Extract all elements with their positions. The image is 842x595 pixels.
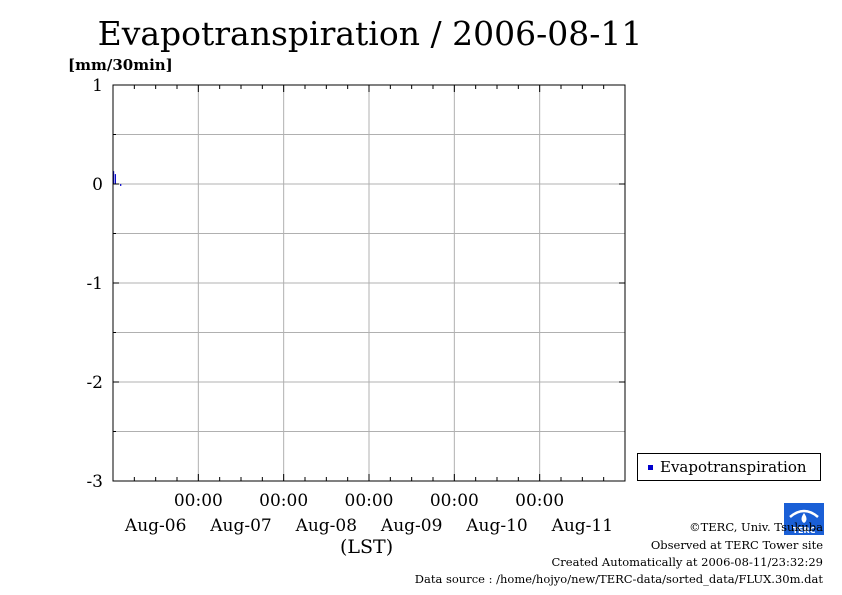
credit-observed: Observed at TERC Tower site (650, 538, 823, 552)
credit-data-source: Data source : /home/hojyo/new/TERC-data/… (414, 572, 823, 586)
chart-legend: Evapotranspiration (637, 453, 821, 481)
y-tick-label: -1 (86, 274, 103, 294)
y-tick-label: -2 (86, 373, 103, 393)
terc-logo-icon: TERC (784, 503, 824, 535)
y-tick-labels: 1 0 -1 -2 -3 (86, 76, 103, 492)
y-axis-unit-label: [mm/30min] (68, 56, 173, 74)
credit-copyright: ©TERC, Univ. Tsukuba (689, 520, 823, 534)
svg-text:TERC: TERC (793, 526, 816, 535)
y-tick-label: 1 (92, 76, 103, 96)
x-time-label: 00:00 (174, 491, 223, 511)
x-date-label: Aug-07 (209, 516, 271, 536)
chart-axes (112, 84, 626, 482)
x-date-label: Aug-08 (295, 516, 357, 536)
data-bar (114, 174, 116, 184)
x-time-label: 00:00 (515, 491, 564, 511)
chart-grid (113, 84, 625, 482)
x-date-label: Aug-10 (465, 516, 527, 536)
x-axis-label: (LST) (340, 536, 394, 558)
credit-created: Created Automatically at 2006-08-11/23:3… (551, 555, 824, 569)
x-time-label: 00:00 (345, 491, 394, 511)
x-tick-labels: 00:00 00:00 00:00 00:00 00:00 Aug-06 Aug-07 Aug… (124, 491, 613, 536)
x-date-label: Aug-09 (380, 516, 442, 536)
x-date-label: Aug-06 (124, 516, 186, 536)
legend-label: Evapotranspiration (660, 458, 807, 476)
x-time-label: 00:00 (430, 491, 479, 511)
chart-title: Evapotranspiration / 2006-08-11 (97, 14, 643, 53)
y-tick-label: -3 (86, 472, 103, 492)
y-tick-label: 0 (92, 175, 103, 195)
data-bar (120, 184, 122, 186)
x-time-label: 00:00 (259, 491, 308, 511)
chart-bars (113, 171, 122, 186)
data-bar (113, 171, 115, 184)
x-date-label: Aug-11 (551, 516, 613, 536)
legend-swatch (648, 465, 653, 470)
